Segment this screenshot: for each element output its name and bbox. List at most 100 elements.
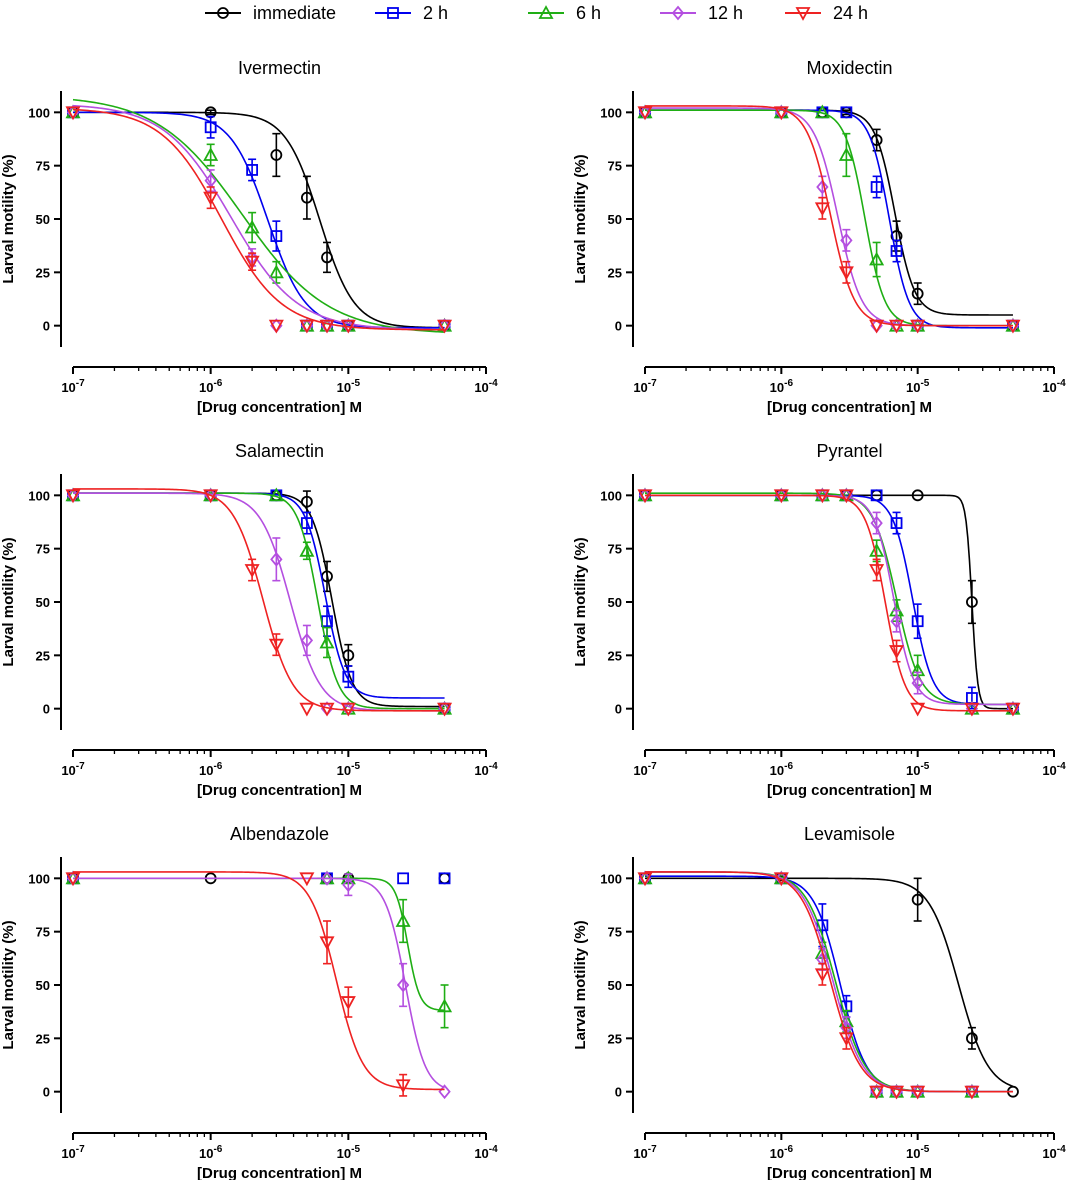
fit-curve: [645, 109, 1013, 327]
data-point: [437, 998, 453, 1013]
data-point: [340, 702, 356, 717]
x-tick-label: 10-5: [906, 1144, 930, 1161]
series-24-h: [65, 871, 445, 1097]
chart-title: Pyrantel: [816, 441, 882, 461]
series-6-h: [65, 487, 453, 715]
series-immediate: [67, 106, 451, 332]
x-axis-label: [Drug concentration] M: [197, 782, 362, 799]
y-tick-label: 0: [615, 319, 622, 334]
y-tick-label: 75: [608, 925, 622, 940]
fit-curve: [73, 877, 445, 1089]
fit-curve: [645, 107, 1013, 327]
data-point: [300, 191, 313, 204]
data-point: [268, 264, 284, 279]
data-point: [911, 675, 924, 691]
series-12-h: [66, 870, 451, 1100]
y-tick-label: 50: [36, 595, 50, 610]
chart-panel-pyrantel: Pyrantel 0 25 50 75 100 Larval motility (%) 10-…: [572, 441, 1066, 799]
series-immediate: [639, 872, 1019, 1098]
data-point: [268, 319, 284, 334]
y-tick-label: 25: [608, 265, 622, 280]
x-tick-label: 10-4: [1042, 1144, 1066, 1161]
y-tick-label: 50: [608, 212, 622, 227]
data-point: [321, 251, 333, 264]
data-point: [637, 489, 653, 504]
data-point: [773, 872, 789, 887]
y-tick-label: 0: [615, 702, 622, 717]
x-tick-label: 10-6: [199, 761, 223, 778]
fit-curve: [72, 108, 445, 331]
data-point: [397, 872, 410, 885]
data-point: [870, 515, 883, 531]
data-point: [814, 202, 830, 217]
series-2-h: [639, 489, 1019, 715]
data-point: [869, 319, 885, 334]
series-2-h: [639, 106, 1019, 332]
series-12-h: [638, 104, 1020, 334]
data-point: [838, 1032, 854, 1047]
legend-item-2-h: 2 h: [375, 3, 448, 23]
fit-curve: [73, 877, 445, 1012]
fit-curve: [73, 111, 445, 329]
x-axis-label: [Drug concentration] M: [767, 782, 932, 799]
series-immediate: [639, 489, 1019, 715]
data-point: [840, 106, 853, 119]
data-point: [270, 149, 283, 161]
y-axis-label: Larval motility (%): [572, 537, 589, 666]
data-point: [838, 147, 854, 161]
data-point: [203, 147, 219, 161]
data-point: [1005, 702, 1021, 717]
data-point: [869, 1085, 885, 1100]
data-point: [773, 489, 789, 504]
y-tick-label: 50: [608, 595, 622, 610]
chart-panel-moxidectin: Moxidectin 0 25 50 75 100 Larval motility (%) 1…: [572, 58, 1066, 416]
x-tick-label: 10-7: [61, 378, 85, 395]
data-point: [870, 489, 883, 502]
data-point: [300, 517, 313, 529]
x-tick-label: 10-6: [199, 1144, 223, 1161]
fit-curve: [645, 494, 1013, 706]
chart-title: Levamisole: [804, 824, 895, 844]
data-point: [342, 877, 355, 893]
data-point: [869, 564, 885, 578]
series-12-h: [66, 104, 451, 334]
series-12-h: [66, 487, 451, 717]
chart-title: Ivermectin: [238, 58, 321, 78]
data-point: [814, 104, 830, 119]
y-tick-label: 50: [608, 978, 622, 993]
fit-curve: [645, 871, 1013, 1093]
data-point: [966, 1032, 978, 1045]
x-tick-label: 10-5: [337, 378, 361, 395]
data-point: [438, 872, 451, 885]
series-immediate: [67, 489, 451, 715]
series-24-h: [637, 871, 1013, 1100]
data-point: [890, 245, 903, 257]
data-point: [268, 638, 284, 653]
y-tick-label: 75: [36, 925, 50, 940]
x-tick-label: 10-6: [770, 1144, 794, 1161]
chart-title: Moxidectin: [806, 58, 892, 78]
data-point: [1005, 319, 1021, 334]
series-24-h: [637, 105, 1021, 334]
y-axis-label: Larval motility (%): [0, 920, 17, 1049]
data-point: [244, 255, 260, 270]
x-tick-label: 10-5: [337, 1144, 361, 1161]
data-point: [300, 495, 313, 508]
x-tick-label: 10-7: [61, 1144, 85, 1161]
data-point: [65, 106, 81, 121]
data-point: [637, 872, 653, 887]
x-tick-label: 10-6: [770, 378, 794, 395]
legend-item-immediate: immediate: [205, 3, 336, 23]
chart-panel-salamectin: Salamectin 0 25 50 75 100 Larval motility (%) 1…: [0, 441, 498, 799]
y-tick-label: 100: [600, 105, 622, 120]
data-point: [911, 287, 924, 300]
y-tick-label: 100: [600, 871, 622, 886]
legend: immediate 2 h 6 h 12 h 24 h: [205, 3, 868, 23]
fit-curve: [645, 877, 1014, 1088]
data-point: [840, 232, 853, 248]
data-point: [437, 319, 453, 334]
x-tick-label: 10-7: [61, 761, 85, 778]
data-point: [268, 487, 284, 502]
data-point: [814, 489, 830, 504]
